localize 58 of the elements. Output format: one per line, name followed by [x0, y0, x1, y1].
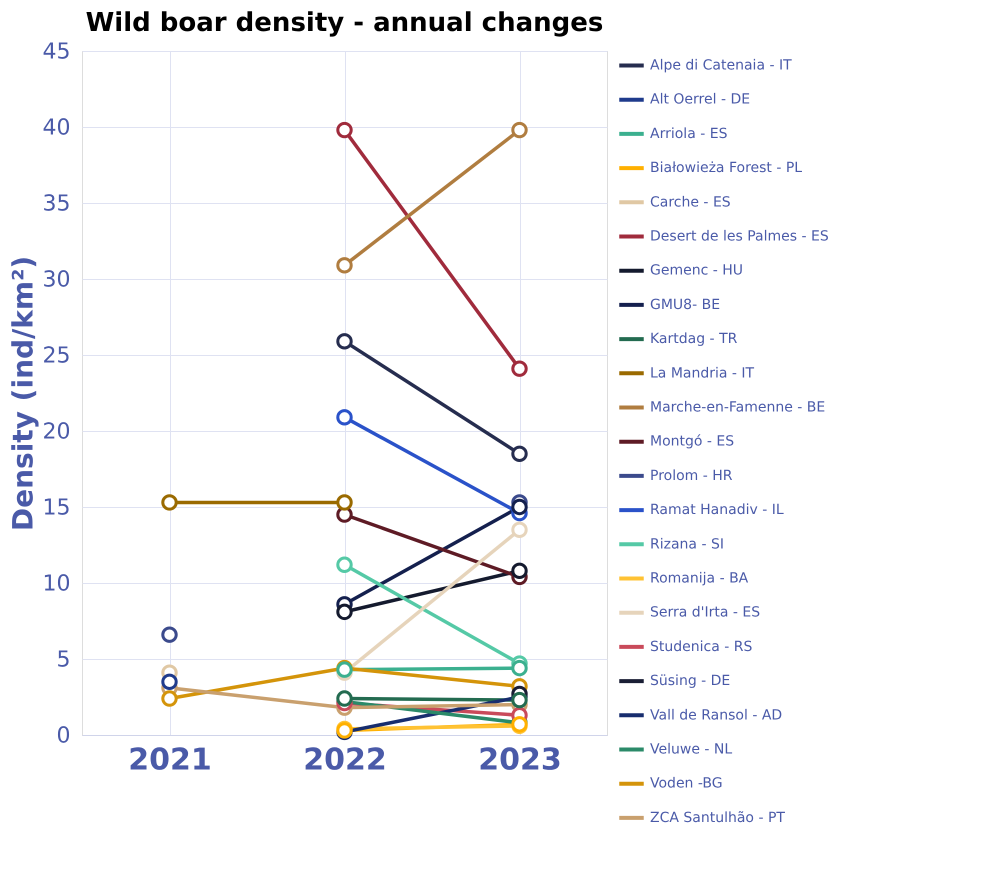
- y-tick-label: 40: [42, 116, 70, 140]
- legend-label: Białowieża Forest - PL: [650, 160, 802, 176]
- legend-label: Romanija - BA: [650, 570, 749, 586]
- legend-label: Alpe di Catenaia - IT: [650, 58, 792, 74]
- y-tick-label: 15: [42, 496, 70, 520]
- y-tick-label: 10: [42, 572, 70, 596]
- point: [511, 562, 528, 580]
- legend-label: Desert de les Palmes - ES: [650, 228, 829, 244]
- legend-label: Carche - ES: [650, 194, 731, 210]
- x-tick-label: 2022: [303, 742, 387, 778]
- point: [511, 446, 528, 462]
- legend-label: ZCA Santulhão - PT: [650, 810, 786, 826]
- legend-label: Kartdag - TR: [650, 331, 738, 348]
- y-tick-label: 0: [56, 724, 70, 748]
- legend-label: Marche-en-Famenne - BE: [650, 400, 826, 416]
- point: [336, 494, 353, 511]
- legend-label: Gemenc - HU: [650, 262, 744, 279]
- point: [161, 626, 178, 643]
- point: [336, 690, 353, 707]
- y-axis-title: Density (ind/km²): [6, 256, 40, 532]
- point: [511, 660, 528, 676]
- point: [161, 494, 178, 511]
- point: [336, 604, 353, 620]
- y-tick-label: 45: [42, 40, 70, 64]
- legend-label: Serra d'Irta - ES: [650, 604, 760, 621]
- point: [336, 257, 353, 274]
- point: [511, 360, 528, 377]
- point: [161, 674, 178, 690]
- x-tick-label: 2023: [478, 742, 562, 778]
- y-tick-label: 35: [42, 192, 70, 216]
- legend-label: Studenica - RS: [650, 638, 752, 655]
- legend-label: Ramat Hanadiv - IL: [650, 502, 784, 518]
- point: [511, 692, 528, 708]
- point: [336, 556, 353, 573]
- point: [511, 122, 528, 138]
- y-tick-label: 30: [42, 268, 70, 292]
- x-tick-label: 2021: [128, 742, 212, 778]
- legend-label: Alt Oerrel - DE: [650, 92, 750, 108]
- chart-title: Wild boar density - annual changes: [86, 8, 604, 38]
- legend-label: Vall de Ransol - AD: [650, 707, 782, 724]
- legend-label: Veluwe - NL: [650, 742, 732, 758]
- point: [336, 333, 353, 350]
- legend-label: La Mandria - IT: [650, 365, 755, 382]
- legend-label: Voden -BG: [650, 776, 723, 792]
- legend-label: Rizana - SI: [650, 536, 724, 552]
- y-tick-label: 20: [42, 420, 70, 444]
- y-tick-label: 5: [56, 648, 70, 672]
- legend-label: Arriola - ES: [650, 126, 728, 142]
- point: [336, 122, 353, 138]
- point: [161, 690, 178, 707]
- legend-label: GMU8- BE: [650, 296, 720, 313]
- legend-label: Montgó - ES: [650, 434, 734, 450]
- point: [511, 522, 528, 538]
- legend-label: Prolom - HR: [650, 468, 733, 484]
- point: [511, 498, 528, 516]
- y-tick-label: 25: [42, 344, 70, 368]
- legend-label: Süsing - DE: [650, 673, 730, 690]
- point: [336, 409, 353, 426]
